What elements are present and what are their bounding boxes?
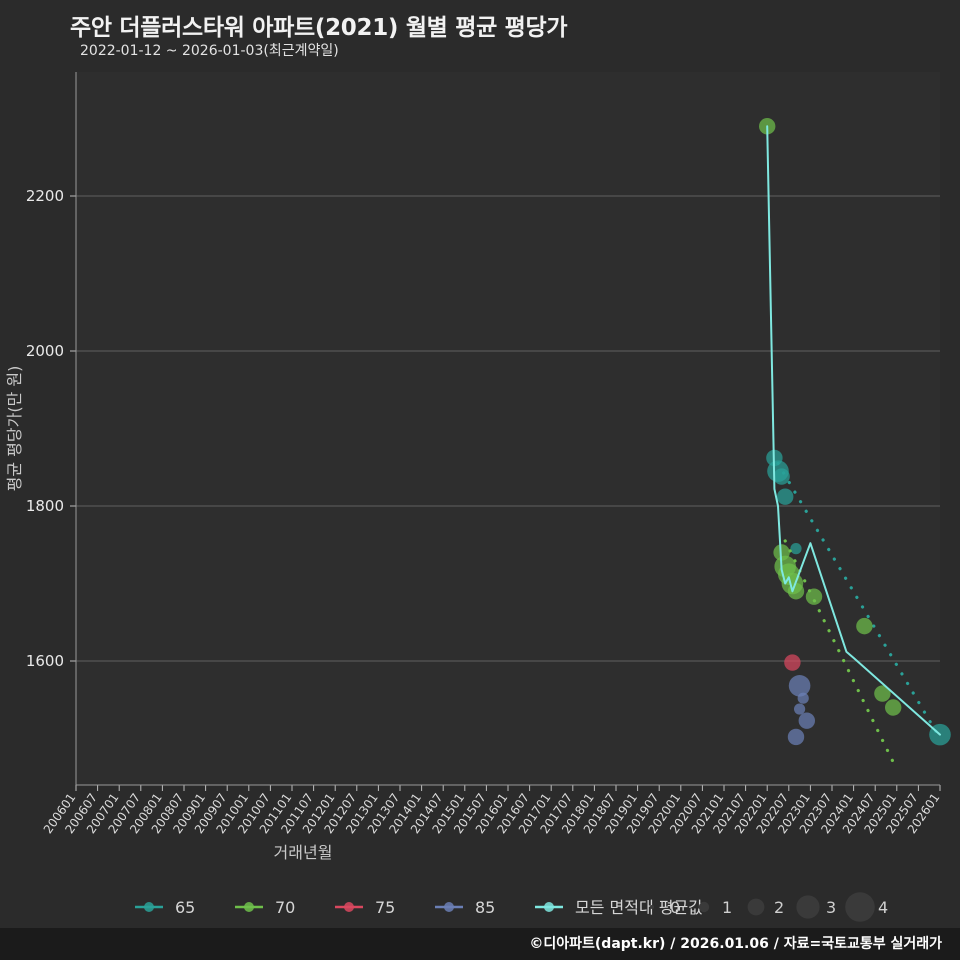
- y-tick-label: 1800: [26, 497, 64, 515]
- size-legend-marker: [747, 898, 765, 916]
- size-legend-label: 4: [878, 898, 888, 917]
- footer-credit: ©디아파트(dapt.kr) / 2026.01.06 / 자료=국토교통부 실…: [529, 936, 942, 952]
- legend-label: 모든 면적대 평균값: [575, 898, 703, 917]
- data-point[interactable]: [856, 617, 873, 635]
- series-line: [783, 539, 899, 772]
- size-legend-marker: [650, 905, 654, 909]
- y-tick-label: 1600: [26, 652, 64, 670]
- size-legend-label: 3: [826, 898, 836, 917]
- footer-bar: [0, 928, 960, 960]
- legend-label: 70: [275, 898, 295, 917]
- legend-marker: [344, 902, 354, 912]
- legend-item-2[interactable]: 70: [235, 898, 295, 917]
- legend-marker: [244, 902, 254, 912]
- legend-item-4[interactable]: 85: [435, 898, 495, 917]
- size-legend-label: 2: [774, 898, 784, 917]
- y-tick-label: 2200: [26, 187, 64, 205]
- data-point[interactable]: [784, 654, 801, 671]
- legend-item-1[interactable]: 65: [135, 898, 195, 917]
- y-tick-label: 2000: [26, 342, 64, 360]
- legend-marker: [544, 902, 554, 912]
- page-title: 주안 더플러스타워 아파트(2021) 월별 평균 평당가: [70, 15, 568, 41]
- legend-marker: [444, 902, 454, 912]
- size-legend-item-2: 2: [747, 898, 784, 917]
- legend-label: 65: [175, 898, 195, 917]
- data-point[interactable]: [787, 728, 805, 746]
- y-axis-title: 평균 평당가(만 원): [5, 366, 24, 492]
- series-line: [766, 125, 941, 736]
- data-point[interactable]: [773, 468, 790, 485]
- data-point[interactable]: [790, 543, 802, 555]
- size-legend-item-1: 1: [698, 898, 732, 917]
- size-legend-marker: [796, 895, 820, 919]
- plot-area: [76, 72, 940, 785]
- size-legend-label: 0: [670, 898, 680, 917]
- data-point[interactable]: [874, 685, 891, 702]
- x-axis-title: 거래년월: [274, 843, 333, 862]
- data-point[interactable]: [798, 712, 815, 729]
- legend-item-3[interactable]: 75: [335, 898, 395, 917]
- data-point[interactable]: [788, 675, 811, 697]
- legend-label: 85: [475, 898, 495, 917]
- legend-marker: [144, 902, 154, 912]
- data-point[interactable]: [885, 699, 902, 716]
- legend-item-5[interactable]: 모든 면적대 평균값: [535, 898, 703, 917]
- size-legend-item-0: 0: [650, 898, 680, 917]
- page-subtitle: 2022-01-12 ~ 2026-01-03(최근계약일): [80, 43, 339, 59]
- size-legend-marker: [698, 901, 710, 913]
- data-point[interactable]: [805, 588, 823, 605]
- size-legend-marker: [845, 892, 875, 922]
- data-point[interactable]: [797, 692, 809, 704]
- legend-label: 75: [375, 898, 395, 917]
- data-point[interactable]: [794, 703, 806, 715]
- size-legend-item-4: 4: [845, 892, 888, 922]
- data-point[interactable]: [777, 488, 794, 505]
- series-line: [776, 461, 942, 741]
- size-legend-item-3: 3: [796, 895, 836, 919]
- size-legend-label: 1: [722, 898, 732, 917]
